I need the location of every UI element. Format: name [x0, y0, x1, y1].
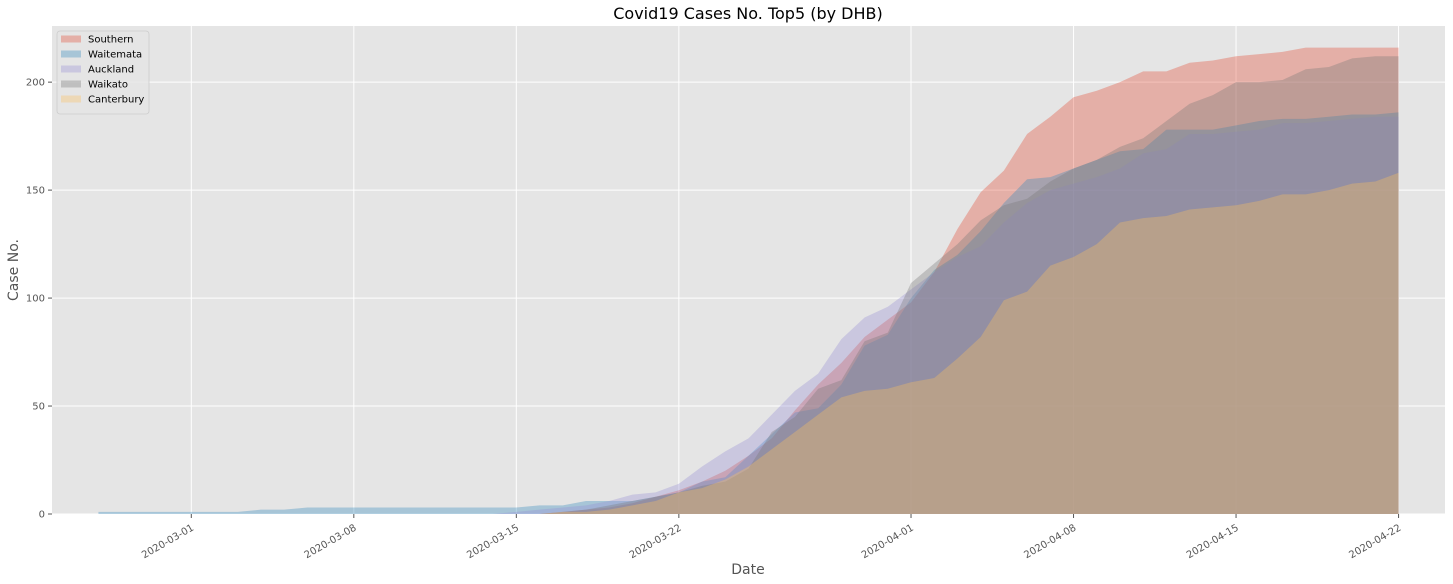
legend-swatch	[61, 50, 81, 58]
x-ticks: 2020-03-01 2020-03-08 2020-03-15 2020-03-22…	[140, 514, 1403, 561]
legend-swatch	[61, 95, 81, 103]
y-tick-label: 200	[26, 78, 45, 89]
legend-frame	[56, 30, 150, 115]
legend-swatch	[61, 65, 81, 73]
x-tick-label: 2020-04-08	[1022, 523, 1078, 562]
legend: Southern Waitemata Auckland Waikato Canterbu…	[56, 30, 150, 115]
x-tick-label: 2020-03-01	[140, 523, 196, 562]
y-tick-label: 150	[26, 186, 45, 197]
x-tick-label: 2020-03-22	[628, 523, 684, 562]
series-area-canterbury	[98, 172, 1399, 514]
legend-label: Waikato	[88, 80, 128, 91]
x-tick-label: 2020-04-22	[1347, 523, 1403, 562]
series-area-waikato	[98, 56, 1399, 514]
y-axis-label: Case No.	[6, 239, 22, 301]
series-area-auckland	[98, 116, 1399, 514]
legend-label: Canterbury	[88, 95, 144, 106]
y-tick-label: 100	[26, 294, 45, 305]
chart-title: Covid19 Cases No. Top5 (by DHB)	[613, 4, 883, 23]
series-area-southern	[98, 47, 1399, 515]
x-tick-label: 2020-04-01	[860, 523, 916, 562]
series-area-waitemata	[98, 112, 1399, 515]
legend-label: Auckland	[88, 65, 134, 76]
x-tick-label: 2020-03-08	[303, 523, 359, 562]
plot-background	[52, 26, 1445, 514]
legend-label: Waitemata	[88, 50, 142, 61]
y-ticks: 0 50 100 150 200	[26, 78, 52, 521]
grid	[52, 26, 1445, 515]
y-tick-label: 0	[39, 510, 45, 521]
legend-swatch	[61, 80, 81, 88]
series-areas	[98, 47, 1399, 515]
legend-swatch	[61, 35, 81, 43]
x-tick-label: 2020-03-15	[465, 523, 521, 562]
legend-label: Southern	[88, 35, 134, 46]
x-axis-label: Date	[731, 562, 764, 578]
x-tick-label: 2020-04-15	[1185, 523, 1241, 562]
y-tick-label: 50	[32, 402, 45, 413]
